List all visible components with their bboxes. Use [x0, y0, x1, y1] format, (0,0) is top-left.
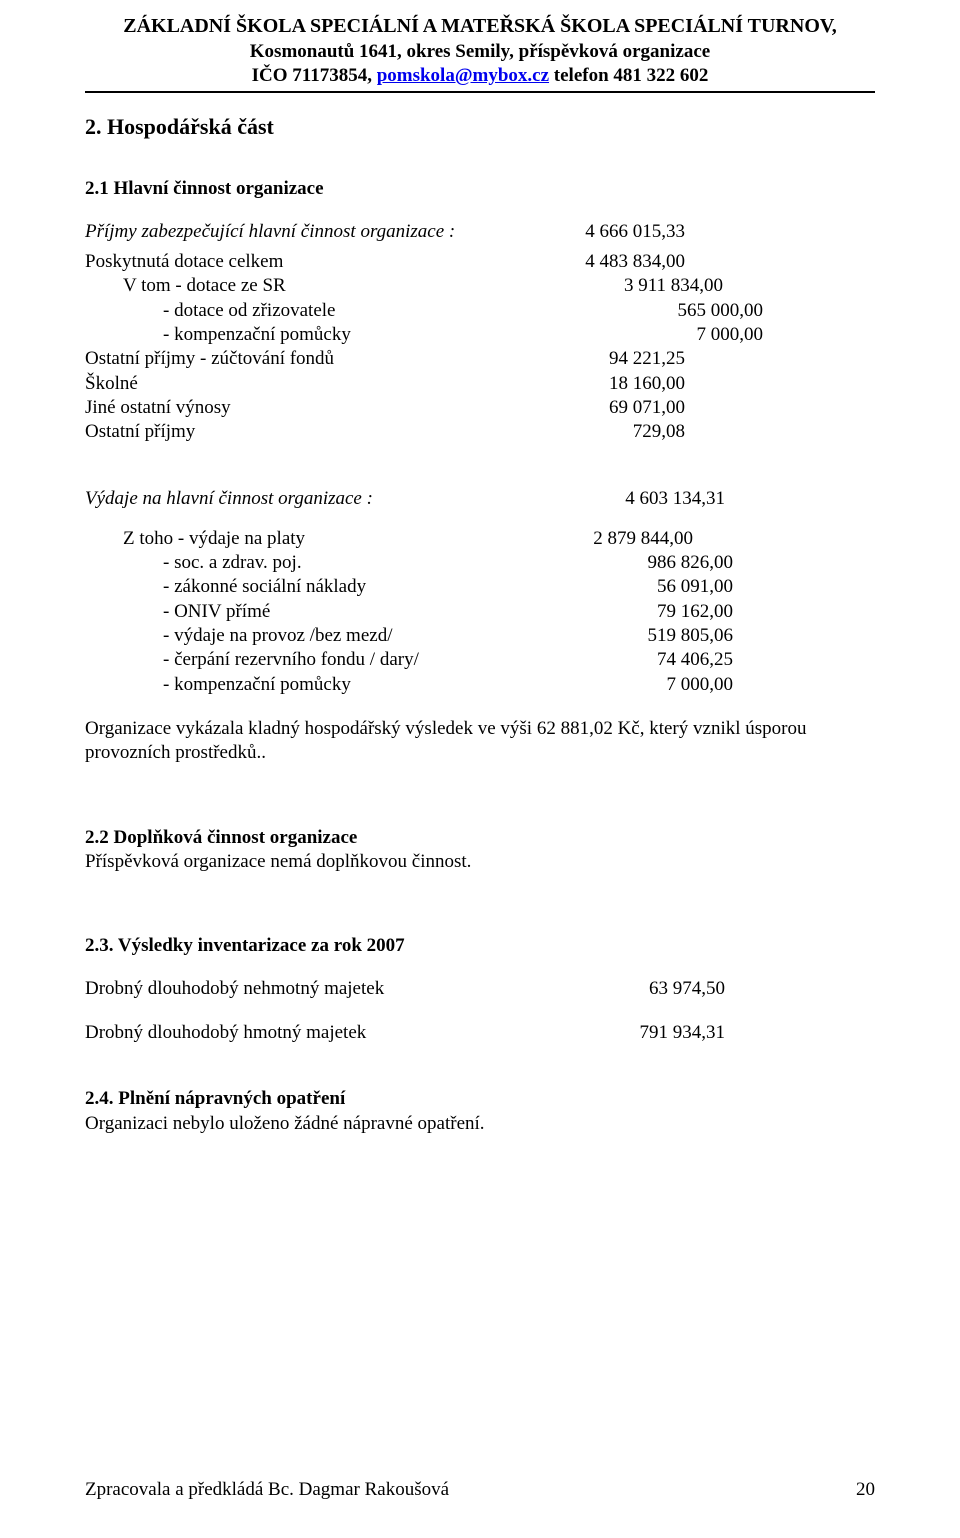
expense-row-label: - zákonné sociální náklady: [163, 575, 366, 599]
income-row: Školné 18 160,00: [85, 372, 685, 396]
income-row-label: V tom - dotace ze SR: [123, 274, 286, 298]
income-row-value: 69 071,00: [609, 396, 685, 420]
income-row-value: 4 483 834,00: [585, 250, 685, 274]
income-row-label: - dotace od zřizovatele: [163, 299, 335, 323]
section-2-3-title: 2.3. Výsledky inventarizace za rok 2007: [85, 934, 875, 958]
expense-row-value: 7 000,00: [667, 673, 734, 697]
expense-row-value: 519 805,06: [648, 624, 734, 648]
expense-row-label: - kompenzační pomůcky: [163, 673, 351, 697]
expense-row-label: Z toho - výdaje na platy: [123, 527, 305, 551]
section-2-1-result: Organizace vykázala kladný hospodářský v…: [85, 717, 875, 766]
income-row-value: 7 000,00: [697, 323, 764, 347]
income-row: Ostatní příjmy 729,08: [85, 420, 685, 444]
income-row-value: 3 911 834,00: [624, 274, 723, 298]
section-2-2-title: 2.2 Doplňková činnost organizace: [85, 826, 875, 850]
header-line-3: IČO 71173854, pomskola@mybox.cz telefon …: [85, 64, 875, 88]
income-row-label: Školné: [85, 372, 138, 396]
expense-row-label: - výdaje na provoz /bez mezd/: [163, 624, 392, 648]
inventory-row-value: 63 974,50: [649, 977, 725, 1001]
income-heading-value: 4 666 015,33: [585, 220, 685, 244]
inventory-row-label: Drobný dlouhodobý hmotný majetek: [85, 1021, 366, 1045]
expense-row-value: 2 879 844,00: [593, 527, 693, 551]
section-2-4-text: Organizaci nebylo uloženo žádné nápravné…: [85, 1112, 875, 1136]
income-row: - dotace od zřizovatele 565 000,00: [85, 299, 763, 323]
expense-row: - kompenzační pomůcky 7 000,00: [85, 673, 733, 697]
header-ico: IČO 71173854,: [252, 65, 377, 86]
expense-row: - ONIV přímé 79 162,00: [85, 600, 733, 624]
expense-row: - čerpání rezervního fondu / dary/ 74 40…: [85, 648, 733, 672]
income-row-label: Ostatní příjmy: [85, 420, 195, 444]
expense-heading-value: 4 603 134,31: [625, 487, 725, 511]
income-row-label: Poskytnutá dotace celkem: [85, 250, 283, 274]
header-phone: telefon 481 322 602: [549, 65, 708, 86]
income-row-label: Ostatní příjmy - zúčtování fondů: [85, 347, 334, 371]
page-footer: Zpracovala a předkládá Bc. Dagmar Rakouš…: [85, 1478, 875, 1502]
expense-row-label: - ONIV přímé: [163, 600, 270, 624]
expense-row-label: - čerpání rezervního fondu / dary/: [163, 648, 419, 672]
footer-page-number: 20: [856, 1478, 875, 1502]
income-row-value: 729,08: [633, 420, 685, 444]
income-heading-label: Příjmy zabezpečující hlavní činnost orga…: [85, 220, 455, 244]
expense-row-value: 56 091,00: [657, 575, 733, 599]
section-2-1-title: 2.1 Hlavní činnost organizace: [85, 177, 875, 201]
header-divider: [85, 91, 875, 93]
expense-row: - soc. a zdrav. poj. 986 826,00: [85, 551, 733, 575]
income-row: Ostatní příjmy - zúčtování fondů 94 221,…: [85, 347, 685, 371]
page-header: ZÁKLADNÍ ŠKOLA SPECIÁLNÍ A MATEŘSKÁ ŠKOL…: [85, 14, 875, 88]
income-row: - kompenzační pomůcky 7 000,00: [85, 323, 763, 347]
income-row: Jiné ostatní výnosy 69 071,00: [85, 396, 685, 420]
section-2-4-title: 2.4. Plnění nápravných opatření: [85, 1087, 875, 1111]
expense-row-value: 79 162,00: [657, 600, 733, 624]
inventory-row: Drobný dlouhodobý nehmotný majetek 63 97…: [85, 977, 725, 1001]
expense-row-label: - soc. a zdrav. poj.: [163, 551, 302, 575]
income-row: V tom - dotace ze SR 3 911 834,00: [85, 274, 723, 298]
income-row-value: 18 160,00: [609, 372, 685, 396]
expense-row: - zákonné sociální náklady 56 091,00: [85, 575, 733, 599]
expense-heading-row: Výdaje na hlavní činnost organizace : 4 …: [85, 487, 725, 511]
income-row-value: 94 221,25: [609, 347, 685, 371]
inventory-row: Drobný dlouhodobý hmotný majetek 791 934…: [85, 1021, 725, 1045]
footer-author: Zpracovala a předkládá Bc. Dagmar Rakouš…: [85, 1478, 449, 1502]
expense-row-value: 986 826,00: [648, 551, 734, 575]
section-2-title: 2. Hospodářská část: [85, 113, 875, 141]
income-row-label: Jiné ostatní výnosy: [85, 396, 231, 420]
expense-row-value: 74 406,25: [657, 648, 733, 672]
expense-row: Z toho - výdaje na platy 2 879 844,00: [85, 527, 693, 551]
header-line-2: Kosmonautů 1641, okres Semily, příspěvko…: [85, 40, 875, 64]
header-email-link[interactable]: pomskola@mybox.cz: [377, 65, 549, 86]
income-row: Poskytnutá dotace celkem 4 483 834,00: [85, 250, 685, 274]
header-line-1: ZÁKLADNÍ ŠKOLA SPECIÁLNÍ A MATEŘSKÁ ŠKOL…: [85, 14, 875, 40]
expense-heading-label: Výdaje na hlavní činnost organizace :: [85, 487, 373, 511]
income-row-value: 565 000,00: [678, 299, 764, 323]
section-2-2-text: Příspěvková organizace nemá doplňkovou č…: [85, 850, 875, 874]
inventory-row-label: Drobný dlouhodobý nehmotný majetek: [85, 977, 384, 1001]
income-heading-row: Příjmy zabezpečující hlavní činnost orga…: [85, 220, 685, 244]
income-row-label: - kompenzační pomůcky: [163, 323, 351, 347]
expense-row: - výdaje na provoz /bez mezd/ 519 805,06: [85, 624, 733, 648]
inventory-row-value: 791 934,31: [640, 1021, 726, 1045]
